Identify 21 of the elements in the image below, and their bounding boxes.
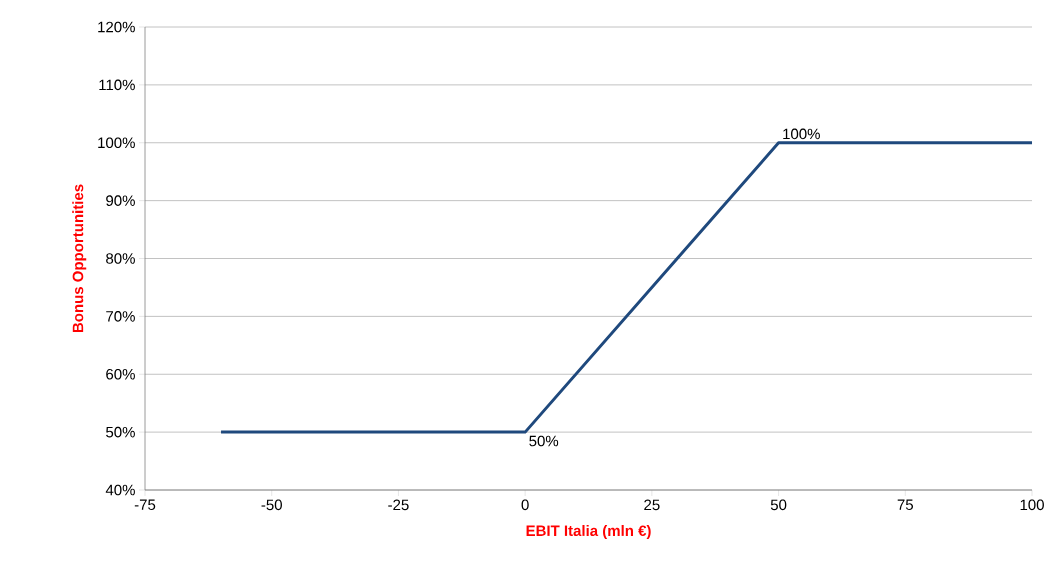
x-tick-label: -75 — [134, 499, 156, 510]
y-tick-label: 60% — [106, 368, 135, 380]
y-tick-label: 120% — [98, 21, 135, 33]
x-tick-label: 25 — [644, 499, 660, 511]
x-tick-label: 100 — [1020, 499, 1044, 511]
x-tick-label: 50 — [770, 499, 787, 511]
y-tick-label: 70% — [106, 311, 135, 322]
y-axis-title: Bonus Opportunities — [72, 184, 87, 333]
y-tick-label: 80% — [106, 253, 135, 264]
y-tick-label: 40% — [105, 484, 135, 496]
x-tick-label: -25 — [388, 499, 409, 511]
annotation: 100% — [783, 128, 820, 140]
x-axis-title: EBIT Italia (mln €) — [526, 525, 651, 539]
x-tick-label: 75 — [897, 499, 914, 510]
annotation: 50% — [529, 435, 559, 447]
y-tick-label: 110% — [99, 79, 135, 91]
y-tick-label: 100% — [98, 137, 135, 149]
x-tick-label: -50 — [261, 499, 282, 511]
y-tick-label: 50% — [106, 426, 135, 438]
y-tick-label: 90% — [106, 195, 135, 206]
x-tick-label: 0 — [521, 499, 529, 511]
